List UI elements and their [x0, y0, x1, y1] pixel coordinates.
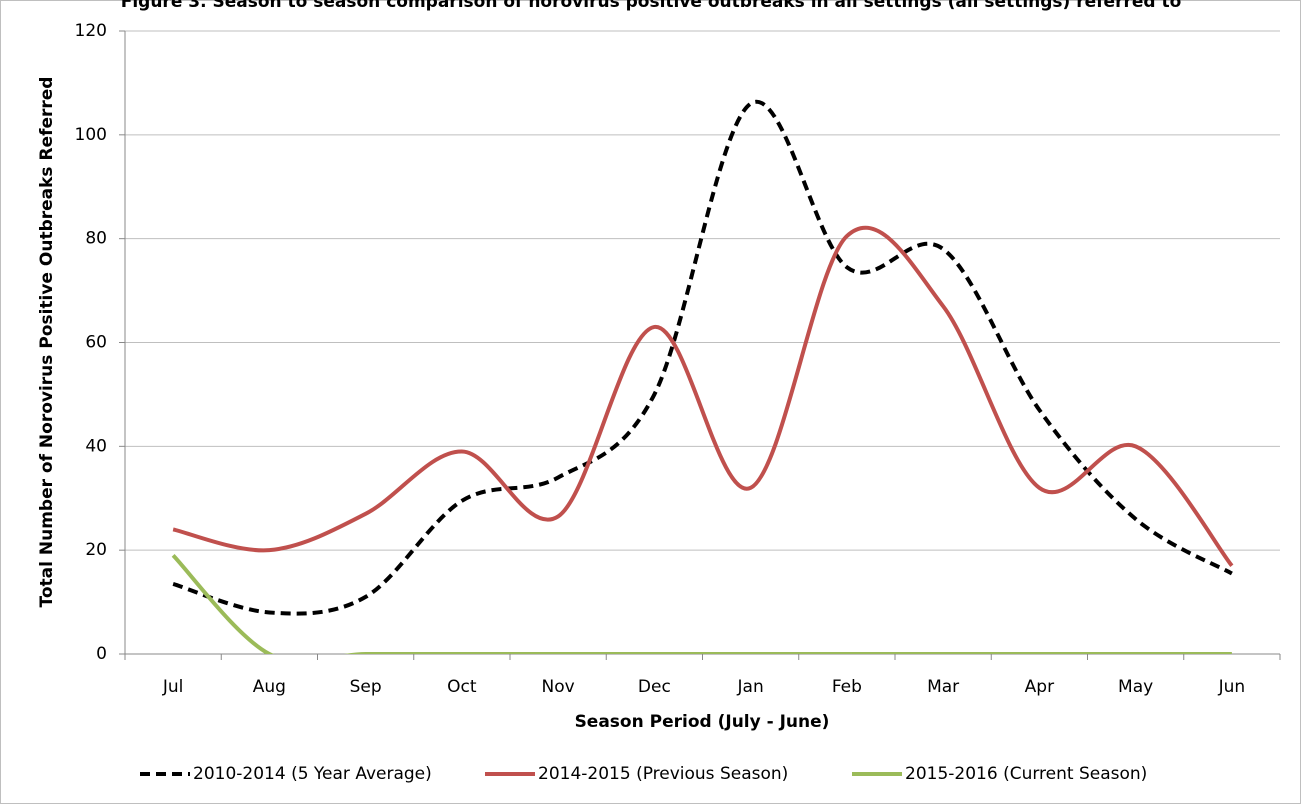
- x-tick-label: Oct: [447, 677, 477, 697]
- x-tick-label: Apr: [1025, 677, 1054, 697]
- plot-area: [171, 99, 1234, 654]
- x-tick-label: Jun: [1218, 677, 1246, 697]
- x-tick-label: Aug: [253, 677, 286, 697]
- y-tick-label: 20: [85, 540, 107, 560]
- x-tick-label: Sep: [350, 677, 382, 697]
- y-tick-label: 60: [85, 333, 107, 353]
- chart-title: Figure 3. Season to season comparison of…: [121, 0, 1182, 12]
- y-tick-label: 0: [96, 644, 107, 664]
- x-tick-label: Mar: [927, 677, 959, 697]
- x-axis-label: Season Period (July - June): [575, 712, 830, 732]
- x-tick-label: Jan: [737, 677, 764, 697]
- legend-label: 2010-2014 (5 Year Average): [193, 764, 432, 784]
- x-tick-label: Dec: [638, 677, 671, 697]
- y-tick-label: 40: [85, 436, 107, 456]
- x-tick-label: May: [1118, 677, 1153, 697]
- y-tick-label: 100: [75, 125, 107, 145]
- y-axis-label: Total Number of Norovirus Positive Outbr…: [37, 77, 57, 608]
- series-line: [172, 99, 1233, 616]
- x-tick-label: Nov: [542, 677, 575, 697]
- legend-label: 2015-2016 (Current Season): [905, 764, 1147, 784]
- legend-label: 2014-2015 (Previous Season): [538, 764, 788, 784]
- series-line: [172, 225, 1234, 567]
- y-tick-label: 80: [85, 229, 107, 249]
- x-tick-label: Jul: [162, 677, 184, 697]
- x-tick-label: Feb: [832, 677, 862, 697]
- y-tick-label: 120: [75, 21, 107, 41]
